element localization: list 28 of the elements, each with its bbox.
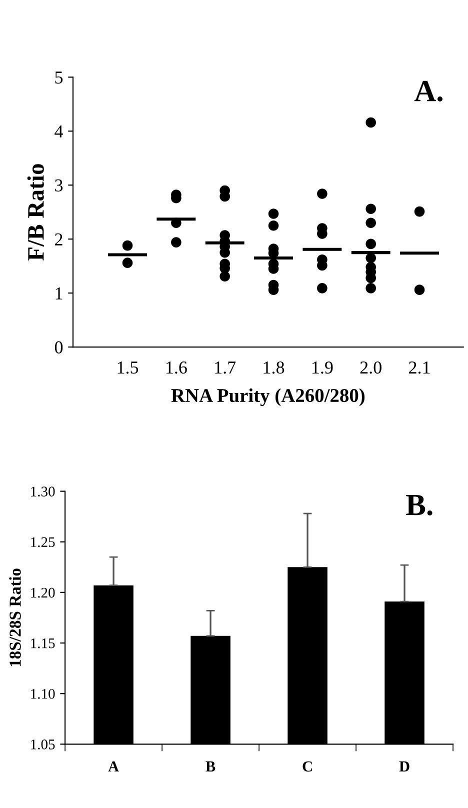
y-tick-label: 1.20 (31, 588, 55, 598)
y-tick-label: 0 (54, 341, 63, 354)
annotation: B. (406, 494, 432, 516)
y-tick-label: 3 (55, 179, 63, 192)
x-tick-label: 1.7 (215, 362, 236, 374)
x-tick-label: 1.8 (264, 361, 284, 374)
x-tick-label: 2.1 (409, 362, 430, 374)
y-axis-title: 18S/28S Ratio (9, 568, 21, 666)
y-axis-title: F/B Ratio (27, 164, 44, 261)
y-tick-label: 1.25 (31, 537, 55, 548)
y-tick-label: 2 (55, 233, 62, 246)
y-tick-label: 1.10 (31, 688, 55, 699)
x-tick-label: 1.9 (312, 362, 333, 374)
x-tick-label: B (206, 761, 216, 772)
y-tick-label: 1.15 (31, 638, 55, 648)
y-tick-label: 1.30 (31, 486, 55, 497)
x-tick-label: 1.5 (118, 362, 138, 374)
x-tick-label: D (399, 761, 410, 772)
y-tick-label: 1 (56, 287, 62, 300)
x-tick-label: 2.0 (360, 361, 382, 374)
x-tick-label: C (302, 761, 312, 772)
x-axis-title: RNA Purity (A260/280) (171, 388, 365, 406)
y-tick-label: 5 (55, 72, 63, 84)
x-tick-label: 1.6 (166, 362, 187, 374)
x-tick-label: A (108, 761, 119, 772)
y-tick-label: 1.05 (31, 740, 55, 750)
annotation: A. (414, 80, 442, 102)
y-tick-label: 4 (54, 126, 64, 138)
